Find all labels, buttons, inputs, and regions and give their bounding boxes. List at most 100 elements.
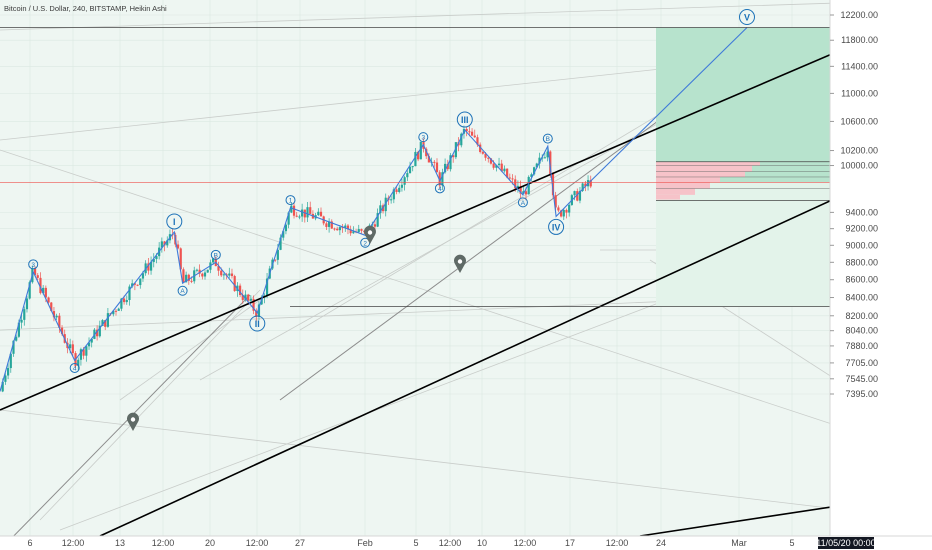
candle-body	[36, 275, 39, 278]
candle-body	[220, 270, 223, 276]
svg-text:11/05/20 00:00: 11/05/20 00:00	[816, 538, 875, 548]
candle-body	[298, 216, 301, 218]
candle-body	[20, 319, 23, 323]
candle-body	[503, 168, 506, 172]
y-tick-label: 10000.00	[840, 161, 878, 171]
x-tick-label: 6	[27, 538, 32, 548]
candle-body	[274, 259, 277, 261]
candle-body	[376, 213, 379, 227]
candle-body	[152, 259, 155, 262]
candle-body	[522, 191, 525, 194]
y-tick-label: 8200.00	[845, 311, 878, 321]
candle-body	[519, 185, 522, 194]
candle-body	[42, 287, 45, 294]
candle-body	[176, 244, 180, 249]
x-tick-label: 10	[477, 538, 487, 548]
thin-trend-line	[0, 409, 931, 521]
y-tick-label: 8600.00	[845, 275, 878, 285]
candle-body	[406, 173, 409, 178]
candle-body	[425, 148, 428, 157]
time-axis-bg	[0, 536, 932, 550]
wave-label: 3	[418, 132, 429, 143]
risk-zone-bar	[656, 194, 680, 200]
candle-body	[23, 309, 26, 320]
y-tick-label: 11400.00	[841, 61, 878, 71]
candle-body	[131, 283, 134, 287]
candle-body	[333, 228, 336, 230]
candle-body	[465, 128, 468, 132]
candle-body	[373, 224, 377, 227]
candle-body	[557, 207, 560, 211]
wave-label: 4	[434, 183, 445, 194]
x-tick-label: Feb	[357, 538, 373, 548]
candle-body	[327, 221, 331, 227]
candle-body	[279, 237, 282, 250]
candle-body	[201, 273, 204, 277]
wave-label: II	[249, 315, 266, 332]
x-tick-label: 27	[295, 538, 305, 548]
x-tick-label: 12:00	[152, 538, 175, 548]
candle-body	[384, 197, 387, 212]
candle-body	[352, 231, 355, 234]
candle-body	[303, 209, 306, 218]
candle-body	[98, 325, 101, 337]
candle-body	[244, 294, 247, 300]
candle-body	[276, 249, 279, 260]
svg-text:IV: IV	[552, 222, 561, 232]
candle-body	[50, 302, 53, 312]
candle-body	[449, 155, 452, 170]
candle-body	[55, 315, 58, 318]
x-tick-label: 5	[413, 538, 418, 548]
candle-body	[82, 349, 85, 356]
svg-text:II: II	[255, 319, 260, 329]
x-tick-label: 12:00	[606, 538, 629, 548]
candle-body	[136, 284, 139, 286]
candle-body	[104, 320, 107, 327]
y-tick-label: 9400.00	[845, 207, 878, 217]
candle-body	[400, 184, 404, 188]
candle-body	[578, 190, 582, 201]
x-tick-label: 17	[565, 538, 575, 548]
candle-body	[203, 272, 207, 277]
position-zones	[656, 27, 830, 307]
candle-body	[538, 157, 541, 164]
candle-body	[344, 225, 347, 228]
candle-body	[379, 205, 382, 214]
candle-body	[454, 142, 457, 158]
candle-body	[511, 178, 514, 180]
candle-body	[52, 311, 56, 318]
candle-body	[198, 269, 201, 274]
candle-body	[58, 315, 61, 328]
svg-text:2: 2	[363, 240, 367, 247]
candle-body	[398, 187, 401, 192]
candle-body	[390, 199, 393, 201]
candle-body	[33, 268, 37, 276]
x-tick-label: 13	[115, 538, 125, 548]
candle-body	[576, 191, 579, 201]
candle-body	[317, 211, 320, 216]
candle-body	[460, 133, 463, 146]
target-zone	[656, 27, 830, 183]
wave-label: B	[542, 133, 553, 144]
thin-trend-line	[39, 289, 261, 521]
candle-body	[341, 227, 344, 229]
map-marker-icon	[454, 254, 466, 273]
candle-body	[554, 195, 557, 208]
x-tick-label: 12:00	[246, 538, 269, 548]
candle-body	[330, 221, 333, 229]
candle-body	[443, 163, 447, 173]
candle-body	[403, 177, 406, 185]
candle-body	[238, 285, 242, 296]
thin-trend-line	[0, 149, 851, 431]
y-tick-label: 9200.00	[845, 224, 878, 234]
candle-body	[584, 183, 587, 187]
candle-body	[514, 179, 517, 189]
svg-text:B: B	[214, 252, 218, 259]
candle-body	[39, 277, 42, 294]
candle-body	[417, 151, 420, 160]
candle-body	[325, 223, 328, 227]
svg-text:V: V	[744, 13, 750, 23]
candle-body	[212, 258, 215, 263]
candle-body	[301, 209, 304, 217]
